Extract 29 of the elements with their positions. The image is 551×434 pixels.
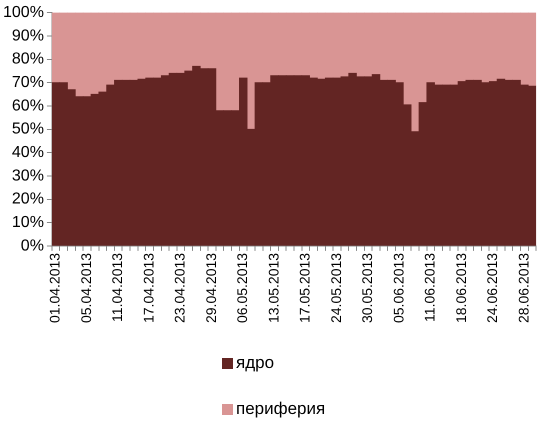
x-tick-label: 18.06.2013	[452, 252, 469, 324]
x-tick-label: 17.04.2013	[140, 252, 156, 324]
x-tick-label: 17.05.2013	[296, 252, 313, 324]
x-tick-label: 30.05.2013	[359, 252, 376, 324]
y-tick-label: 40%	[12, 144, 44, 162]
x-tick-label: 05.06.2013	[390, 252, 406, 324]
x-tick-label: 23.04.2013	[172, 252, 188, 324]
y-tick-label: 80%	[12, 50, 44, 68]
y-tick-label: 20%	[12, 190, 44, 208]
x-tick-label: 01.04.2013	[46, 252, 63, 324]
y-tick-label: 70%	[12, 74, 44, 92]
y-tick-label: 0%	[20, 237, 44, 254]
x-tick-label: 06.05.2013	[234, 252, 250, 324]
x-tick-label: 24.06.2013	[484, 252, 500, 324]
y-tick-label: 50%	[12, 120, 44, 138]
y-tick-label: 30%	[12, 167, 44, 184]
x-tick-label: 11.06.2013	[422, 252, 438, 322]
x-tick-label: 05.04.2013	[78, 252, 94, 324]
legend-label: ядро	[236, 353, 274, 373]
y-tick-label: 100%	[3, 4, 44, 22]
y-tick-label: 60%	[12, 97, 44, 114]
y-tick-label: 10%	[12, 214, 44, 232]
x-tick-label: 13.05.2013	[265, 252, 282, 324]
x-tick-label: 28.06.2013	[515, 252, 532, 324]
y-tick-label: 90%	[12, 27, 44, 44]
x-tick-label: 24.05.2013	[328, 252, 344, 324]
x-tick-label: 29.04.2013	[202, 252, 219, 324]
x-tick-label: 11.04.2013	[109, 252, 126, 322]
legend-label: периферия	[236, 399, 326, 419]
